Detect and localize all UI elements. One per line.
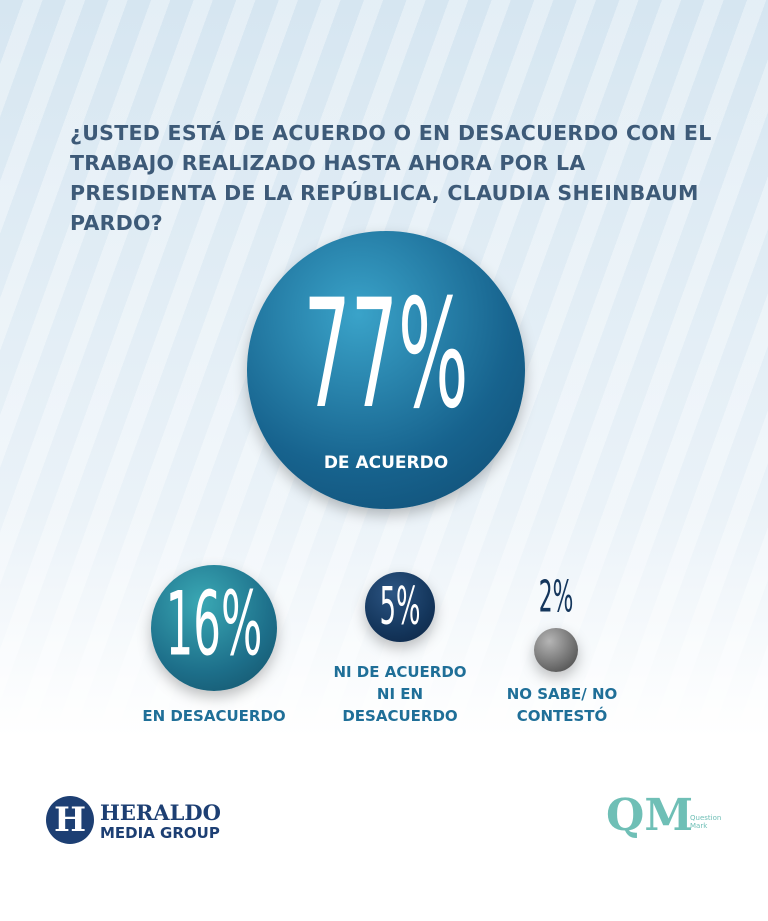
value-label: 16% [165,572,263,676]
category-label: EN DESACUERDO [142,707,286,725]
bubble [364,571,436,643]
category-label: NO SABE/ NO CONTESTÓ [506,685,618,725]
category-label: DE ACUERDO [323,453,449,473]
value-label: 2% [538,571,574,623]
heraldo-sub: MEDIA GROUP [100,824,220,842]
bubble [533,627,579,673]
qm-sub: Question Mark [690,814,722,830]
chart-title: ¿USTED ESTÁ DE ACUERDO O EN DESACUERDO C… [70,121,712,235]
bubble [150,564,278,692]
category-label: NI DE ACUERDO NI EN DESACUERDO [333,663,467,725]
qm-logo: QM [606,790,694,841]
value-label: 77% [303,268,469,442]
heraldo-logo: HERALDO [100,800,221,825]
heraldo-icon: H [46,796,94,844]
value-label: 5% [379,577,421,637]
bubble [247,231,525,509]
